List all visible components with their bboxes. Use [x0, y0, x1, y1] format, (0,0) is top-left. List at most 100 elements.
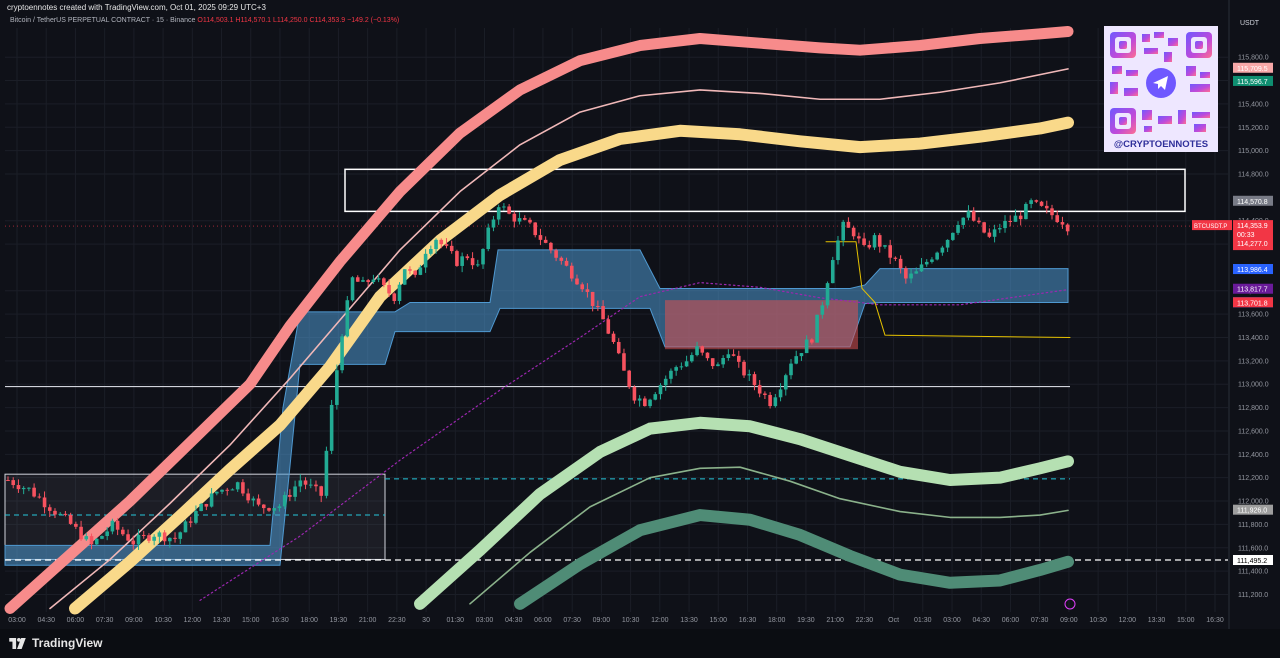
candle-body	[590, 291, 595, 306]
candle-body	[84, 536, 89, 540]
candle-body	[225, 489, 230, 491]
candle-body	[1024, 203, 1028, 220]
footer-bar: TradingView	[0, 629, 1280, 658]
candle-body	[522, 218, 527, 220]
candle-body	[987, 232, 992, 237]
price-tick-label: 115,400.0	[1238, 101, 1269, 108]
upper-ma-band	[4, 26, 1074, 614]
price-tag-text: 114,570.8	[1237, 199, 1268, 206]
candle-body	[632, 386, 637, 401]
candle-body	[559, 257, 564, 261]
candle-body	[1039, 201, 1044, 206]
candle-body	[653, 394, 658, 400]
candle-body	[674, 367, 678, 371]
candle-body	[105, 531, 109, 537]
tradingview-logo[interactable]: TradingView	[9, 636, 102, 650]
candle-body	[423, 253, 428, 268]
candle-body	[324, 450, 329, 496]
candle-body	[622, 353, 626, 371]
time-tick-label: 30	[422, 617, 430, 624]
candle-body	[846, 221, 851, 228]
candle-body	[857, 236, 861, 239]
candle-body	[63, 513, 68, 515]
time-tick-label: 15:00	[242, 617, 260, 624]
candle-body	[429, 249, 433, 254]
time-tick-label: 06:00	[534, 617, 552, 624]
candle-body	[350, 277, 355, 301]
price-tick-label: 113,400.0	[1238, 335, 1269, 342]
time-tick-label: 10:30	[622, 617, 640, 624]
candle-body	[152, 536, 156, 541]
candle-body	[982, 222, 986, 233]
candle-body	[220, 489, 224, 492]
candle-body	[27, 487, 31, 489]
bearish-zone	[665, 300, 858, 350]
candle-body	[1060, 222, 1065, 225]
candle-body	[355, 277, 360, 282]
candle-body	[648, 399, 652, 407]
symbol-tag-text: BTCUSDT.P	[1194, 224, 1227, 230]
candle-body	[616, 341, 621, 354]
candle-body	[747, 374, 752, 376]
candle-body	[194, 511, 198, 523]
candle-body	[742, 361, 746, 376]
candle-body	[1029, 200, 1033, 204]
candle-body	[877, 235, 882, 247]
candle-body	[517, 218, 522, 222]
candle-body	[329, 404, 334, 451]
candle-body	[42, 497, 47, 508]
candle-body	[261, 504, 266, 509]
time-tick-label: 12:00	[1119, 617, 1137, 624]
candle-body	[141, 534, 146, 536]
time-tick-label: 01:30	[447, 617, 465, 624]
candle-body	[434, 239, 438, 250]
price-tag-text: 113,817.7	[1237, 287, 1268, 294]
candle-body	[564, 260, 569, 266]
candle-body	[684, 361, 689, 367]
candle-body	[1065, 224, 1070, 232]
candle-body	[757, 385, 762, 394]
candle-body	[575, 278, 579, 285]
candle-body	[267, 508, 271, 511]
price-tick-label: 112,200.0	[1238, 475, 1269, 482]
candle-body	[314, 484, 318, 487]
candle-body	[460, 256, 464, 266]
candle-body	[68, 514, 73, 524]
candle-body	[209, 493, 214, 507]
candle-body	[121, 529, 125, 535]
qr-code-logo	[1104, 26, 1218, 152]
candle-body	[298, 480, 303, 487]
currency-label: USDT	[1240, 20, 1260, 27]
candle-body	[533, 222, 538, 236]
candle-body	[126, 534, 130, 541]
price-tick-label: 111,200.0	[1238, 592, 1268, 599]
candle-body	[721, 357, 725, 365]
time-tick-label: 07:30	[96, 617, 114, 624]
time-tick-label: 01:30	[914, 617, 932, 624]
time-tick-label: 16:30	[271, 617, 289, 624]
candle-body	[387, 284, 391, 294]
candle-body	[789, 363, 793, 376]
candle-body	[705, 352, 710, 359]
candle-body	[476, 264, 480, 266]
price-tick-label: 115,000.0	[1238, 148, 1269, 155]
candle-body	[992, 229, 997, 237]
time-tick-label: 21:00	[359, 617, 377, 624]
price-tick-label: 113,600.0	[1238, 312, 1269, 319]
lower-green-band	[414, 416, 1074, 610]
candle-body	[230, 489, 235, 491]
price-axis	[1229, 0, 1280, 629]
time-tick-label: 22:30	[856, 617, 874, 624]
candle-body	[820, 305, 825, 315]
candle-body	[371, 279, 376, 283]
candle-body	[277, 506, 282, 509]
price-tag	[1233, 264, 1273, 275]
time-tick-label: 13:30	[680, 617, 698, 624]
candle-body	[830, 260, 835, 284]
candle-body	[862, 238, 866, 245]
price-tick-label: 113,000.0	[1238, 382, 1269, 389]
candle-body	[308, 484, 313, 486]
candle-body	[794, 356, 799, 364]
time-tick-label: 04:30	[37, 617, 55, 624]
